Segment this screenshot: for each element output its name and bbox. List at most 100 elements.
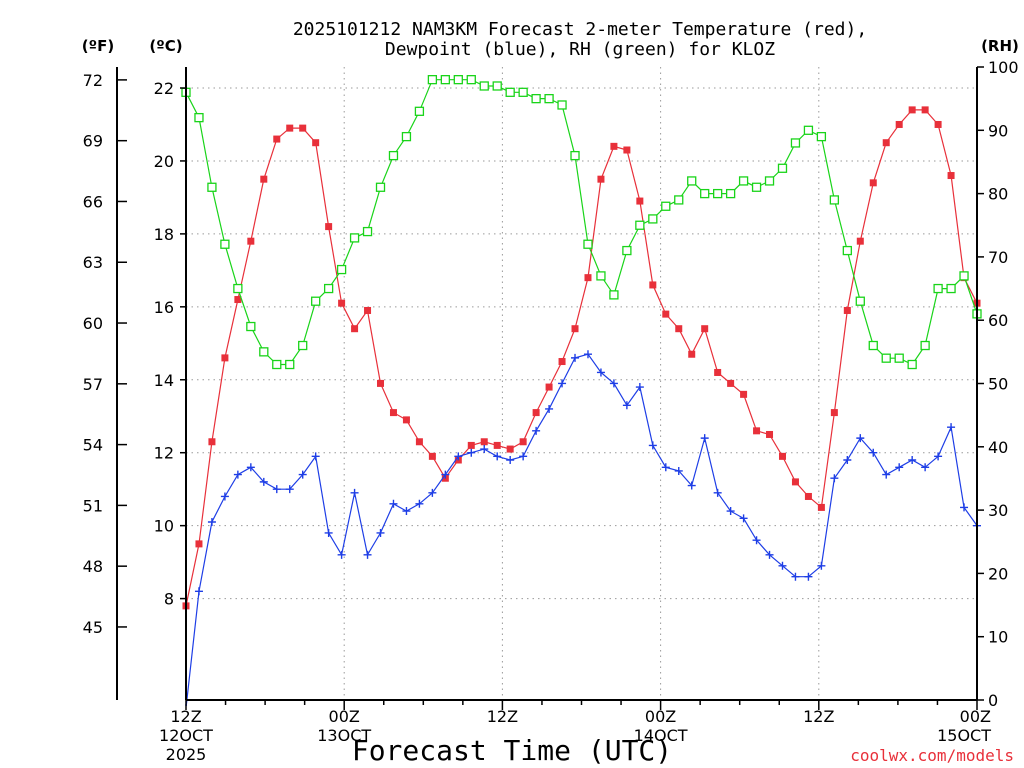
x-tick-label-time: 12Z (487, 707, 518, 726)
dewpoint-point (713, 488, 722, 497)
temperature-point (299, 124, 307, 132)
dewpoint-point (311, 452, 320, 461)
dewpoint-point (428, 488, 437, 497)
temperature-point (934, 120, 942, 128)
celsius-tick-label: 18 (154, 225, 174, 244)
dewpoint-point (882, 470, 891, 479)
chart-title-line1: 2025101212 NAM3KM Forecast 2-meter Tempe… (293, 19, 867, 40)
temperature-point (221, 354, 229, 362)
rh-point (674, 195, 684, 205)
temperature-point (247, 237, 255, 245)
temperature-point (817, 503, 825, 511)
dewpoint-point (298, 470, 307, 479)
fahrenheit-tick-label: 57 (83, 375, 103, 394)
temperature-point (908, 106, 916, 114)
rh-point (259, 347, 269, 357)
x-tick-label-date: 14OCT (634, 726, 688, 745)
rh-point (349, 233, 360, 243)
dewpoint-point (363, 550, 372, 559)
temperature-point (506, 445, 514, 453)
dewpoint-point (545, 404, 554, 413)
celsius-tick-label: 14 (154, 371, 174, 390)
rh-point (233, 283, 243, 294)
temperature-point (519, 438, 527, 446)
rh-point (751, 182, 762, 192)
rh-point (622, 245, 632, 256)
rh-point (557, 100, 567, 110)
temperature-point (532, 409, 540, 417)
temperature-point (584, 274, 592, 282)
x-tick-label-time: 00Z (645, 707, 676, 726)
fahrenheit-tick-label: 48 (83, 557, 103, 576)
rh-tick-label: 60 (988, 311, 1008, 330)
rh-tick-label: 30 (988, 501, 1008, 520)
temperature-point (766, 430, 774, 438)
dewpoint-point (648, 441, 657, 450)
temperature-point (597, 175, 605, 183)
rh-point (414, 106, 425, 116)
temperature-point (649, 281, 657, 289)
x-tick-label-year: 2025 (166, 745, 207, 764)
dewpoint-point (765, 550, 774, 559)
temperature-point (325, 223, 333, 231)
temperature-point (364, 306, 372, 314)
rh-point (492, 81, 502, 91)
temperature-point (753, 427, 761, 435)
dewpoint-point (791, 572, 800, 581)
axes: 45 48 51 54 57 60 63 66 69 72 8 10 12 14 16 18 20 22 0 10 20… (83, 58, 1019, 764)
celsius-tick-label: 20 (154, 152, 174, 171)
rh-point (907, 359, 917, 370)
dewpoint-point (324, 528, 333, 537)
dewpoint-point (895, 463, 904, 472)
x-tick-label-date: 15OCT (937, 726, 991, 745)
temperature-point (921, 106, 929, 114)
rh-point (362, 226, 373, 237)
dewpoint-point (207, 518, 216, 526)
x-tick-label-date: 13OCT (317, 726, 371, 745)
rh-point (375, 182, 386, 192)
rh-point (661, 201, 671, 211)
grid-lines (186, 67, 977, 700)
dewpoint-point (830, 474, 839, 483)
temperature-point (791, 478, 799, 486)
plot-frame (116, 67, 978, 701)
temperature-point (415, 438, 423, 446)
series-rh (181, 75, 982, 370)
temperature-point (675, 325, 683, 333)
rh-point (388, 150, 399, 161)
rh-point (544, 94, 554, 104)
x-axis-title: Forecast Time (UTC) (352, 734, 672, 767)
dewpoint-point (596, 368, 605, 377)
dewpoint-point (921, 463, 930, 472)
temperature-point (493, 441, 501, 449)
dewpoint-point (493, 452, 502, 461)
rh-point (816, 131, 827, 142)
temperature-point (377, 379, 385, 387)
celsius-tick-label: 8 (164, 590, 174, 609)
temperature-point (778, 452, 786, 460)
temperature-point (402, 416, 410, 424)
rh-point (738, 176, 749, 186)
rh-point (220, 239, 230, 249)
rh-point (285, 359, 295, 370)
dewpoint-point (233, 470, 242, 479)
dewpoint-point (519, 452, 528, 461)
rh-tick-label: 40 (988, 438, 1008, 457)
rh-point (687, 176, 697, 186)
fahrenheit-tick-label: 66 (83, 192, 103, 211)
temperature-point (688, 350, 696, 358)
rh-point (609, 290, 619, 300)
rh-point (298, 340, 308, 351)
series-dewpoint (185, 350, 981, 706)
rh-point (323, 283, 334, 294)
dewpoint-point (337, 550, 346, 559)
fahrenheit-tick-label: 45 (83, 618, 103, 637)
temperature-point (636, 197, 644, 205)
x-tick-label-time: 12Z (170, 707, 201, 726)
fahrenheit-tick-label: 60 (83, 314, 103, 333)
rh-point (336, 264, 347, 275)
rh-point (440, 75, 450, 85)
temperature-point (260, 175, 268, 183)
rh-point (466, 75, 476, 85)
dewpoint-point (609, 379, 618, 388)
